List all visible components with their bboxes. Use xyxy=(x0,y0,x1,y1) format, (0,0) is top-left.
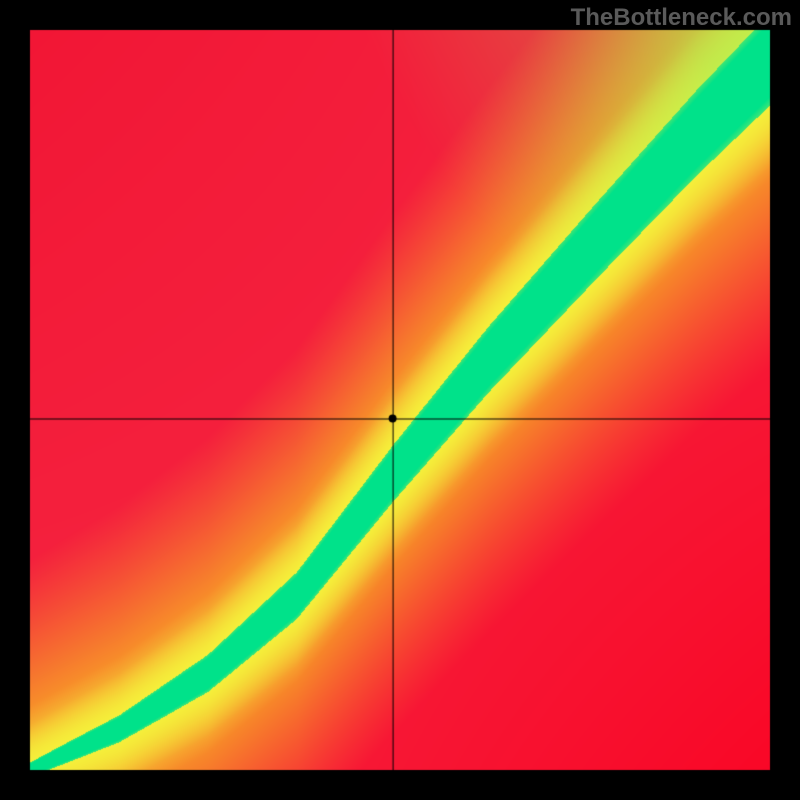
bottleneck-heatmap xyxy=(0,0,800,800)
chart-container: { "watermark": { "text": "TheBottleneck.… xyxy=(0,0,800,800)
watermark-text: TheBottleneck.com xyxy=(571,4,792,32)
